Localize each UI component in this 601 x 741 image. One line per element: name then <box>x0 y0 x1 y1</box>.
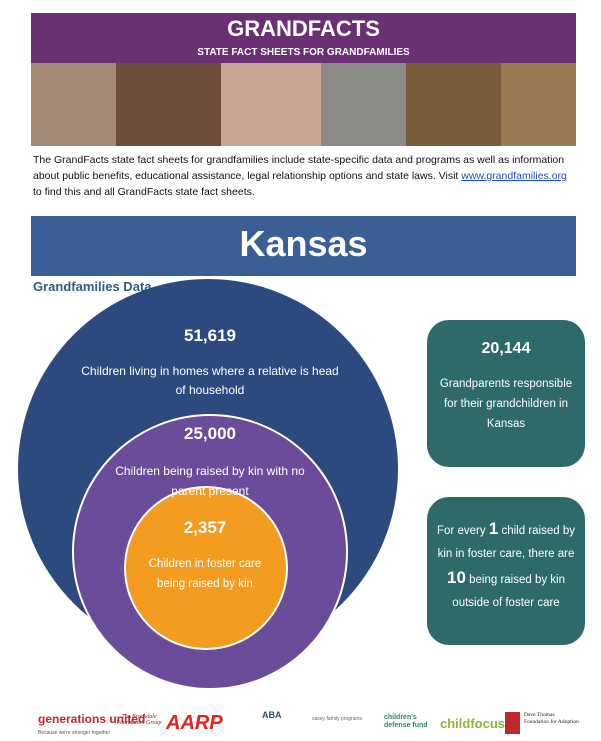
circle-label: Children living in homes where a relativ… <box>81 364 339 397</box>
logo: childfocus <box>440 716 506 731</box>
circle-label: Children being raised by kin with no par… <box>115 464 305 498</box>
section-title: Grandfamilies Data <box>33 279 152 294</box>
header-bar <box>31 13 576 63</box>
intro-text-after: to find this and all GrandFacts state fa… <box>33 186 255 198</box>
state-bar <box>31 216 576 276</box>
logo: AARP <box>166 712 223 734</box>
box <box>427 320 585 467</box>
logo: casey family programs <box>312 716 363 722</box>
logo-tagline: Because we're stronger together <box>38 730 111 736</box>
box-value: 20,144 <box>481 340 531 357</box>
logo: generations united <box>38 712 146 726</box>
intro-text: The GrandFacts state fact sheets for gra… <box>33 154 565 182</box>
box-text-part: For every <box>437 525 486 537</box>
logo: children's defense fund <box>384 714 428 729</box>
box-text-part: being raised by kin outside of foster ca… <box>452 574 566 609</box>
circle-value: 25,000 <box>184 424 236 443</box>
logo: The Brookdale Foundation Group <box>116 714 162 726</box>
circle-label: Children in foster care being raised by … <box>148 558 262 590</box>
box-text-part: child raised by kin in foster care, ther… <box>437 525 575 560</box>
inner-circle <box>124 486 288 650</box>
circle-value: 2,357 <box>183 518 227 537</box>
header-title: GRANDFACTS <box>227 16 380 41</box>
box-label: Grandparents responsible for their grand… <box>439 378 573 430</box>
box-number: 1 <box>488 519 499 538</box>
logo: Dave Thomas Foundation for Adoption <box>524 712 579 725</box>
circle-value: 51,619 <box>184 326 236 345</box>
logo: ABA <box>262 710 282 720</box>
photo-strip <box>31 63 576 146</box>
header-subtitle: STATE FACT SHEETS FOR GRANDFAMILIES <box>197 47 410 58</box>
logo-icon <box>505 712 520 734</box>
intro-link[interactable]: www.grandfamilies.org <box>461 170 567 182</box>
box-text: For every 1 child raised by kin in foste… <box>433 517 579 615</box>
state-name: Kansas <box>239 223 368 264</box>
intro: The GrandFacts state fact sheets for gra… <box>33 152 573 200</box>
box <box>427 497 585 645</box>
box-number: 10 <box>446 568 466 587</box>
